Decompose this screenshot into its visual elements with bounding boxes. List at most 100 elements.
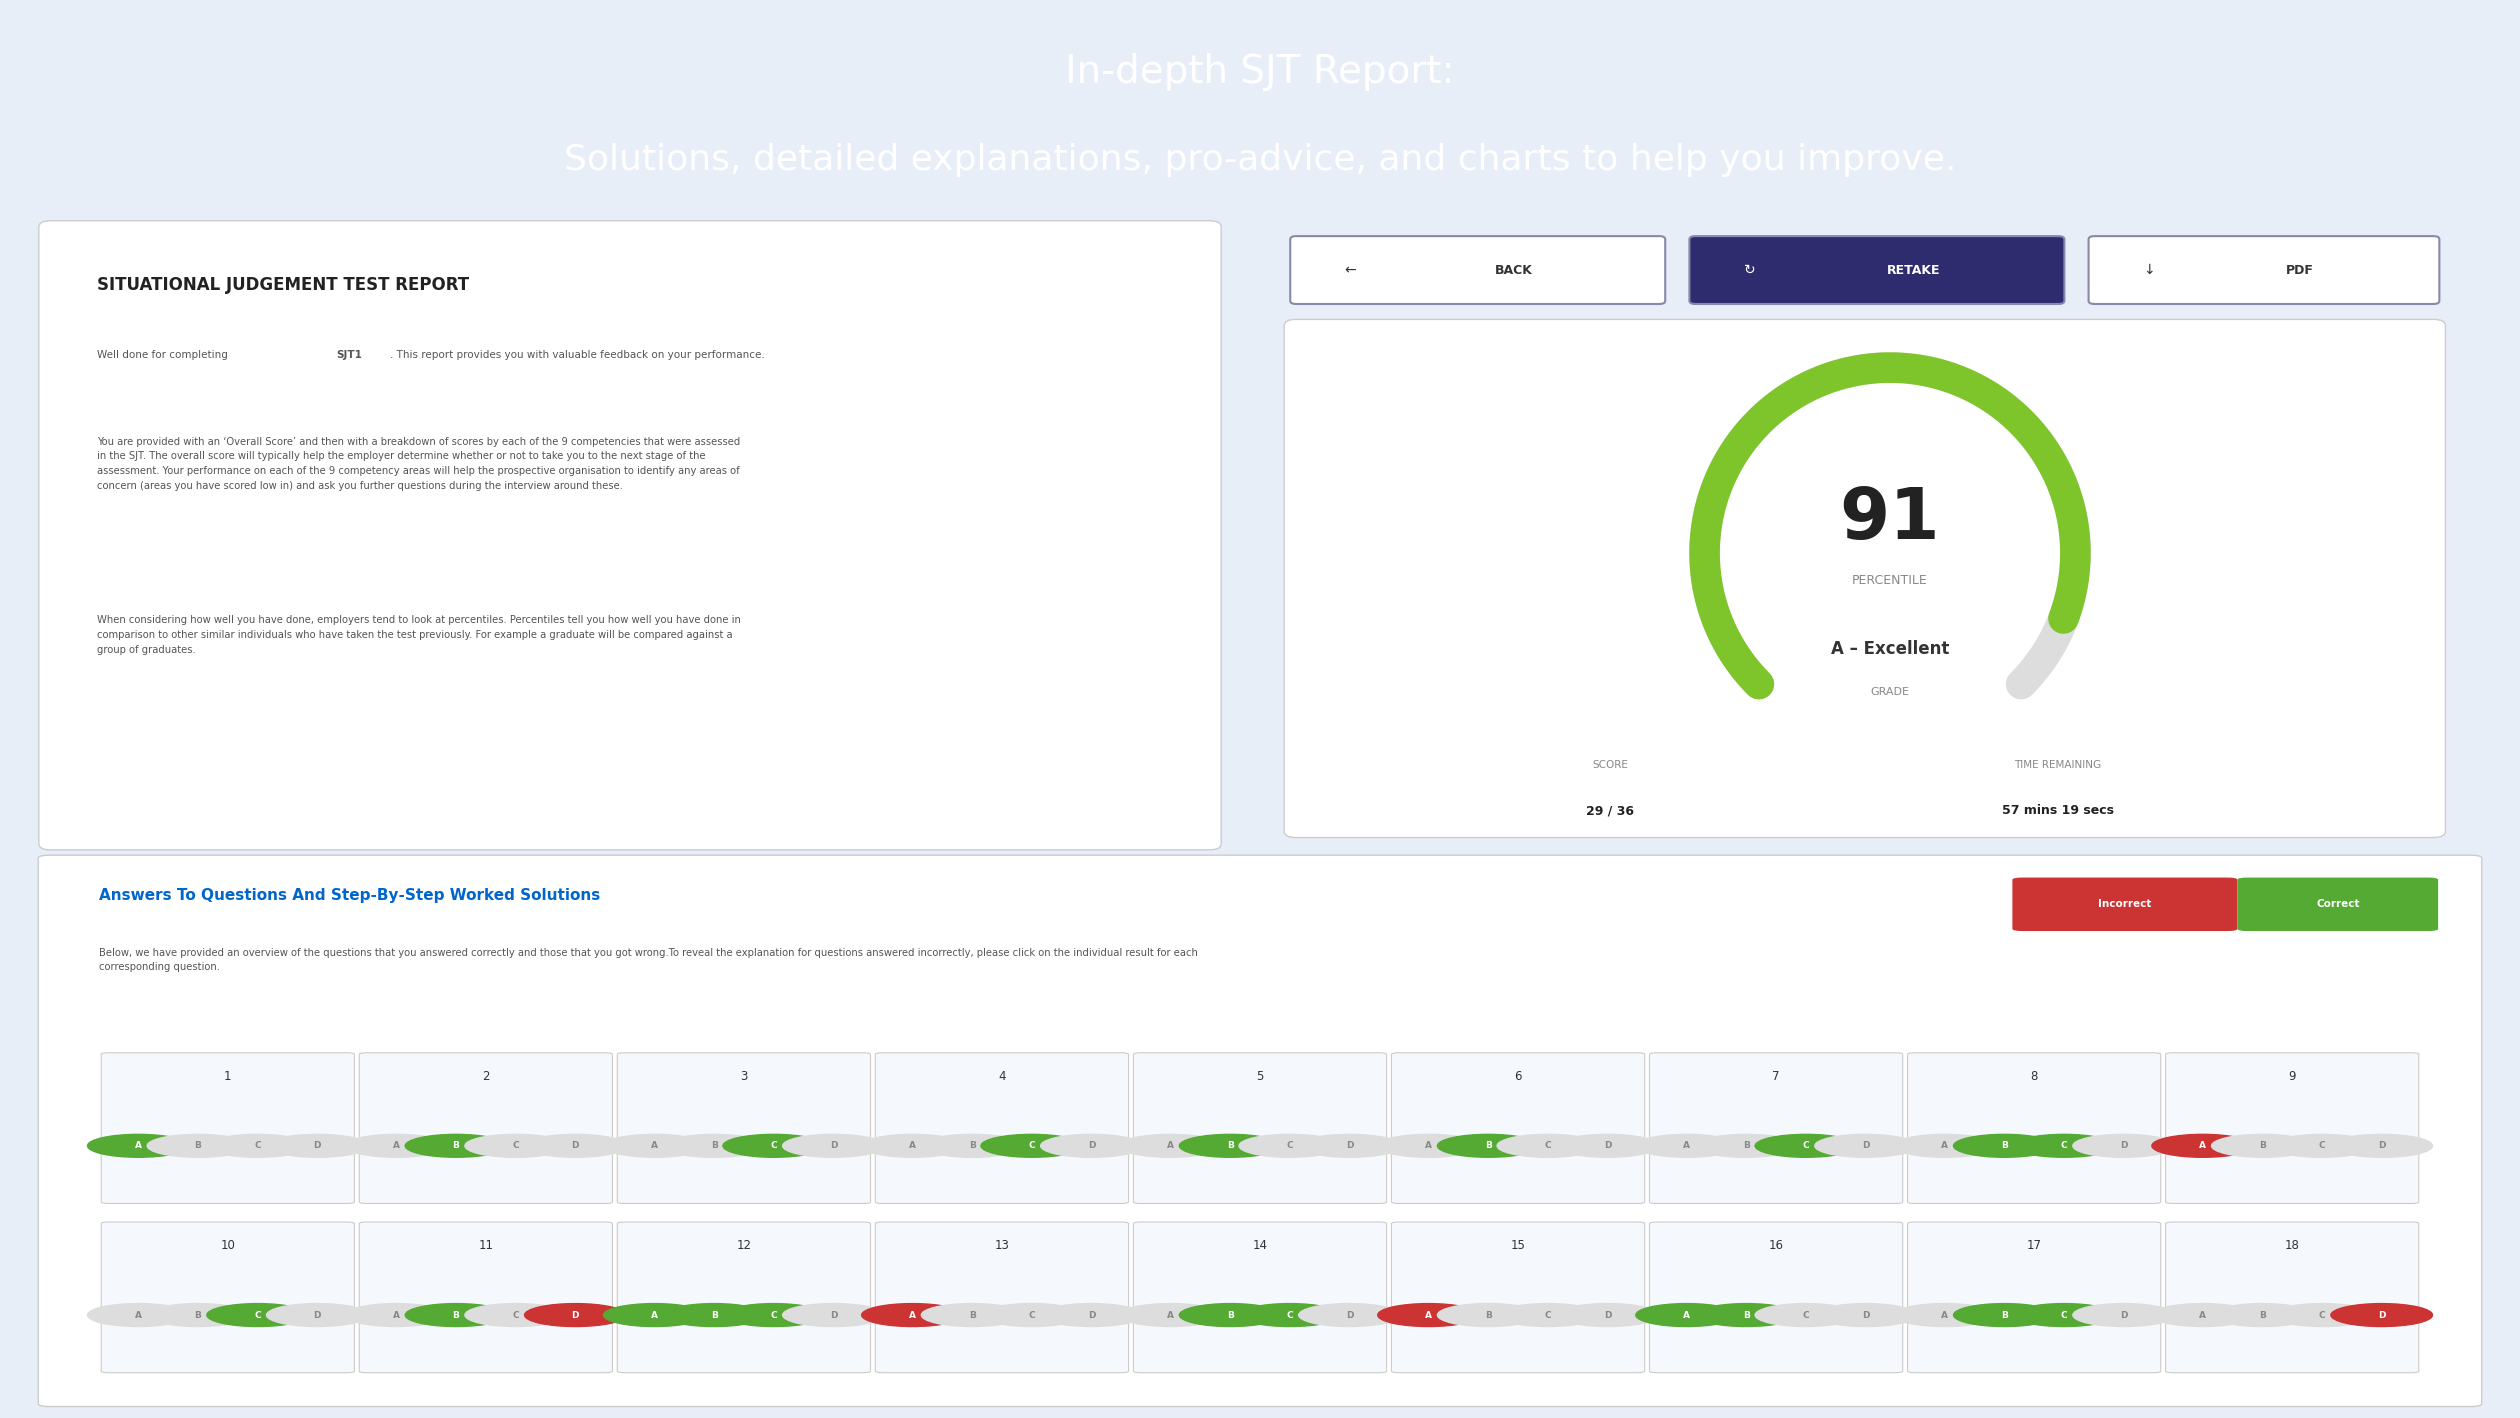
Text: A: A [650,1310,658,1320]
Text: A: A [134,1141,141,1150]
Text: A: A [134,1310,141,1320]
Text: B: B [2001,1141,2008,1150]
Circle shape [784,1303,885,1326]
FancyBboxPatch shape [1908,1222,2160,1373]
Circle shape [2152,1134,2253,1157]
Text: BACK: BACK [1494,264,1532,277]
Text: TIME REMAINING: TIME REMAINING [2013,760,2102,770]
Circle shape [2331,1134,2432,1157]
Text: D: D [1603,1310,1610,1320]
Circle shape [1696,1303,1797,1326]
Circle shape [464,1303,567,1326]
Text: When considering how well you have done, employers tend to look at percentiles. : When considering how well you have done,… [96,615,741,655]
Circle shape [2271,1303,2374,1326]
Text: 57 mins 19 secs: 57 mins 19 secs [2001,804,2114,817]
Text: Correct: Correct [2316,899,2359,909]
Circle shape [2152,1303,2253,1326]
Text: C: C [2061,1310,2066,1320]
Text: C: C [1288,1310,1293,1320]
Text: A: A [1424,1141,1431,1150]
Circle shape [862,1134,963,1157]
Text: 16: 16 [1769,1239,1784,1252]
Text: 3: 3 [741,1069,748,1083]
Text: In-depth SJT Report:: In-depth SJT Report: [1066,52,1454,91]
Circle shape [464,1134,567,1157]
Circle shape [1179,1303,1280,1326]
Text: C: C [2318,1310,2326,1320]
Text: 1: 1 [224,1069,232,1083]
Text: B: B [194,1310,202,1320]
Text: C: C [255,1310,262,1320]
Circle shape [1953,1303,2056,1326]
Text: 7: 7 [1772,1069,1779,1083]
FancyBboxPatch shape [1285,319,2444,838]
Text: B: B [454,1141,459,1150]
FancyBboxPatch shape [360,1222,612,1373]
Circle shape [723,1303,824,1326]
Text: C: C [255,1141,262,1150]
Text: D: D [1346,1310,1353,1320]
Text: Solutions, detailed explanations, pro-advice, and charts to help you improve.: Solutions, detailed explanations, pro-ad… [564,143,1956,177]
Circle shape [88,1134,189,1157]
Circle shape [605,1134,706,1157]
Text: A: A [1940,1310,1948,1320]
Text: D: D [1089,1141,1096,1150]
FancyBboxPatch shape [2238,878,2439,932]
Text: D: D [1346,1141,1353,1150]
Text: B: B [968,1310,975,1320]
Circle shape [980,1303,1084,1326]
Text: . This report provides you with valuable feedback on your performance.: . This report provides you with valuable… [391,350,764,360]
Text: B: B [1227,1141,1235,1150]
Circle shape [1497,1303,1598,1326]
Circle shape [1814,1303,1915,1326]
Circle shape [1119,1134,1222,1157]
Text: D: D [2119,1310,2127,1320]
Text: D: D [2379,1141,2386,1150]
FancyBboxPatch shape [1688,237,2064,303]
Circle shape [267,1303,368,1326]
Text: D: D [572,1141,580,1150]
Circle shape [1378,1303,1479,1326]
Text: 5: 5 [1257,1069,1263,1083]
Circle shape [1041,1134,1142,1157]
Text: A: A [1683,1141,1691,1150]
Circle shape [1953,1134,2056,1157]
FancyBboxPatch shape [617,1052,869,1204]
Text: B: B [1227,1310,1235,1320]
Text: 9: 9 [2288,1069,2296,1083]
Circle shape [524,1303,625,1326]
Text: C: C [771,1141,776,1150]
Text: A: A [1424,1310,1431,1320]
Circle shape [2271,1134,2374,1157]
Circle shape [1436,1303,1540,1326]
Circle shape [663,1134,766,1157]
Circle shape [1814,1134,1915,1157]
Circle shape [2074,1134,2175,1157]
Text: 2: 2 [481,1069,489,1083]
Circle shape [406,1303,507,1326]
Text: B: B [2001,1310,2008,1320]
Circle shape [1754,1303,1857,1326]
Circle shape [1696,1134,1797,1157]
Text: B: B [2258,1310,2265,1320]
FancyBboxPatch shape [38,221,1222,849]
FancyBboxPatch shape [2013,878,2238,932]
Text: ↻: ↻ [1744,264,1756,277]
Circle shape [922,1303,1023,1326]
Circle shape [207,1303,307,1326]
Text: B: B [454,1310,459,1320]
FancyBboxPatch shape [1134,1052,1386,1204]
Text: ←: ← [1346,264,1356,277]
FancyBboxPatch shape [2165,1052,2419,1204]
FancyBboxPatch shape [101,1222,355,1373]
Text: C: C [1028,1310,1036,1320]
Text: C: C [2318,1141,2326,1150]
Text: PERCENTILE: PERCENTILE [1852,574,1928,587]
FancyBboxPatch shape [101,1052,355,1204]
Text: B: B [968,1141,975,1150]
Text: A: A [1683,1310,1691,1320]
FancyBboxPatch shape [2089,237,2439,303]
Text: You are provided with an ‘Overall Score’ and then with a breakdown of scores by : You are provided with an ‘Overall Score’… [96,437,741,491]
Text: A: A [2200,1141,2205,1150]
Circle shape [1635,1303,1736,1326]
